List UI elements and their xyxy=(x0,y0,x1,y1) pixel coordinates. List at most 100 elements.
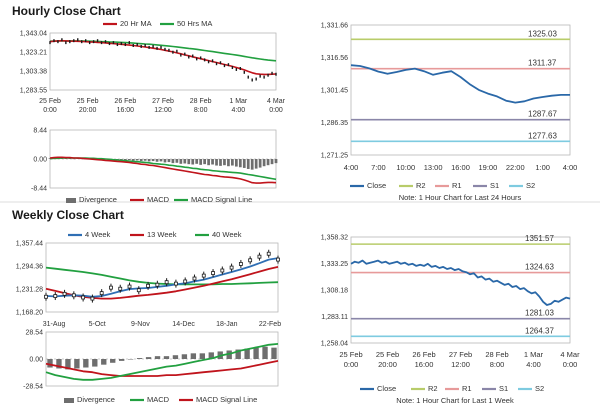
legend-40-week-label: 40 Week xyxy=(212,230,242,239)
weekly-price-x-tick: 22-Feb xyxy=(259,321,281,328)
hourly-divergence-bar xyxy=(274,159,278,164)
weekly-divergence-bar xyxy=(83,359,89,368)
hourly-price-x-date: 4 Mar xyxy=(267,98,286,105)
week-close-x-date: 4 Mar xyxy=(560,350,580,359)
week-close-x-date: 26 Feb xyxy=(412,350,435,359)
hourly-divergence-bar xyxy=(211,159,214,165)
weekly-divergence-bar xyxy=(101,359,107,365)
weekly-divergence-bar xyxy=(172,355,179,359)
hourly-divergence-bar xyxy=(191,159,195,165)
week-close-note: Note: 1 Hour Chart for Last 1 Week xyxy=(396,396,514,405)
weekly-price-candle xyxy=(220,268,225,273)
weekly-divergence-bar xyxy=(163,356,170,359)
hourly-price-x-time: 16:00 xyxy=(117,107,135,114)
legend-20hr-ma-label: 20 Hr MA xyxy=(120,19,152,28)
hourly-24h-level-s2-label: 1277.63 xyxy=(528,131,557,140)
hourly-macd-y-tick-label: -8.44 xyxy=(31,186,47,193)
weekly-divergence-bar xyxy=(47,359,53,368)
hourly-price-y-tick-label: 1,283.55 xyxy=(20,88,47,95)
weekly-ma40-line xyxy=(45,266,279,286)
hourly-divergence-bar xyxy=(147,159,151,162)
hourly-24h-y-tick-label: 1,331.66 xyxy=(321,23,348,30)
legend-hourly-divergence-swatch xyxy=(66,198,76,203)
weekly-divergence-bar xyxy=(145,357,152,359)
week-close-frame xyxy=(350,236,571,344)
hourly-divergence-bar xyxy=(203,159,206,165)
hourly-divergence-bar xyxy=(155,159,159,162)
hourly-24h-level-r1-label: 1311.37 xyxy=(528,59,557,68)
hourly-divergence-bar xyxy=(151,159,155,162)
hourly-24h-x-tick: 22:00 xyxy=(506,163,525,172)
legend-hourly-macd-signal-label: MACD Signal Line xyxy=(191,195,252,204)
hourly-divergence-bar xyxy=(123,159,127,161)
hourly-divergence-bar xyxy=(183,159,187,164)
hourly-divergence-bar xyxy=(262,159,266,167)
weekly-price-candle xyxy=(81,295,86,300)
hourly-divergence-bar xyxy=(163,159,167,163)
weekly-divergence-bar xyxy=(244,348,250,359)
weekly-price-candle xyxy=(99,291,104,296)
hourly-24h-x-tick: 19:00 xyxy=(478,163,497,172)
weekly-price-y-tick-label: 1,294.36 xyxy=(16,264,43,271)
hourly-24h-x-tick: 13:00 xyxy=(424,163,443,172)
hourly-section-title: Hourly Close Chart xyxy=(12,4,121,18)
hourly-ma50-line xyxy=(49,40,277,62)
week-close-x-time: 0:00 xyxy=(563,360,578,369)
week-close-x-time: 8:00 xyxy=(490,360,505,369)
hourly-price-y-tick-label: 1,323.21 xyxy=(20,50,47,57)
hourly-divergence-bar xyxy=(135,159,139,161)
weekly-price-candle xyxy=(164,280,169,285)
hourly-price-x-date: 25 Feb xyxy=(77,98,99,105)
hourly-divergence-bar xyxy=(242,159,246,168)
legend-week-close-s2-label: S2 xyxy=(535,384,544,393)
hourly-price-x-time: 20:00 xyxy=(79,107,97,114)
weekly-price-candle xyxy=(127,284,132,289)
hourly-macd-y-tick-label: 8.44 xyxy=(33,128,47,135)
hourly-divergence-bar xyxy=(131,159,135,161)
hourly-divergence-bar xyxy=(139,159,143,162)
hourly-divergence-bar xyxy=(234,159,238,167)
hourly-24h-level-s1-label: 1287.67 xyxy=(528,110,557,119)
weekly-divergence-bar xyxy=(190,353,197,359)
hourly-divergence-bar xyxy=(199,159,203,165)
legend-week-close-close-label: Close xyxy=(377,384,396,393)
weekly-divergence-bar xyxy=(199,353,205,359)
legend-hourly-24h-r2-label: R2 xyxy=(416,181,426,190)
hourly-price-x-time: 0:00 xyxy=(269,107,283,114)
weekly-divergence-bar xyxy=(136,358,143,359)
hourly-24h-frame xyxy=(350,24,571,156)
weekly-price-x-tick: 18-Jan xyxy=(216,321,238,328)
hourly-divergence-bar xyxy=(167,159,171,163)
hourly-divergence-bar xyxy=(231,159,234,166)
hourly-price-x-date: 25 Feb xyxy=(39,98,61,105)
week-close-y-tick-label: 1,258.04 xyxy=(321,341,348,348)
hourly-price-x-date: 1 Mar xyxy=(229,98,248,105)
weekly-price-candle xyxy=(257,254,262,259)
hourly-price-x-date: 28 Feb xyxy=(190,98,212,105)
hourly-divergence-bar xyxy=(227,159,230,167)
hourly-divergence-bar xyxy=(250,159,254,170)
weekly-price-candle xyxy=(238,262,243,266)
week-close-x-time: 4:00 xyxy=(526,360,541,369)
weekly-divergence-bar xyxy=(253,347,259,359)
legend-hourly-24h-s2-label: S2 xyxy=(526,181,535,190)
weekly-price-candle xyxy=(44,294,48,299)
weekly-divergence-bar xyxy=(226,350,232,359)
weekly-divergence-bar xyxy=(74,359,80,369)
week-close-y-tick-label: 1,358.32 xyxy=(321,235,348,242)
weekly-price-candle xyxy=(146,283,150,288)
weekly-divergence-bar xyxy=(208,352,214,359)
legend-4-week-label: 4 Week xyxy=(85,230,111,239)
hourly-price-y-tick-label: 1,303.38 xyxy=(20,69,47,76)
hourly-price-x-date: 27 Feb xyxy=(152,98,174,105)
week-close-close-line xyxy=(350,259,571,306)
weekly-price-x-tick: 14-Dec xyxy=(172,321,195,328)
hourly-24h-x-tick: 10:00 xyxy=(396,163,415,172)
week-close-x-date: 1 Mar xyxy=(524,350,544,359)
legend-weekly-divergence-label: Divergence xyxy=(77,395,115,404)
weekly-price-candle xyxy=(266,251,271,256)
weekly-divergence-bar xyxy=(262,346,268,359)
legend-hourly-divergence-label: Divergence xyxy=(79,195,117,204)
weekly-price-candle xyxy=(192,276,197,281)
